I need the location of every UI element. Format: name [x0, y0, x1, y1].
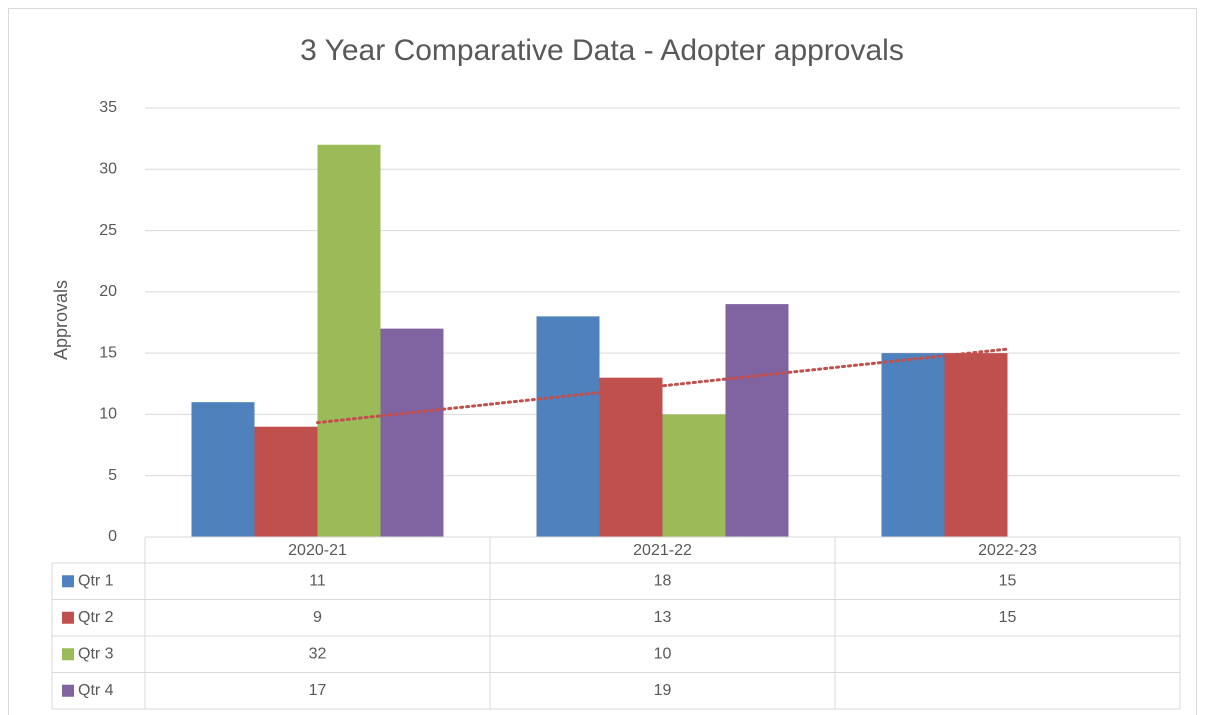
- chart-border: [8, 8, 1197, 715]
- y-tick-label: 0: [108, 528, 117, 545]
- legend-label: Qtr 1: [78, 572, 114, 589]
- legend-swatch: [62, 575, 74, 588]
- table-value: 32: [309, 645, 327, 662]
- y-tick-label: 5: [108, 467, 117, 484]
- legend-swatch: [62, 684, 74, 697]
- table-value: 18: [654, 572, 672, 589]
- table-value: 10: [654, 645, 672, 662]
- table-value: 9: [313, 609, 322, 626]
- legend-label: Qtr 3: [78, 645, 114, 662]
- y-tick-label: 25: [99, 222, 117, 239]
- legend-label: Qtr 4: [78, 682, 114, 699]
- x-tick-label: 2022-23: [978, 542, 1037, 559]
- table-value: 15: [999, 609, 1017, 626]
- y-tick-label: 10: [99, 406, 117, 423]
- table-value: 11: [309, 572, 326, 589]
- x-tick-label: 2020-21: [288, 542, 347, 559]
- legend-swatch: [62, 611, 74, 624]
- table-value: 15: [999, 572, 1017, 589]
- table-value: 19: [654, 682, 672, 699]
- bar: [662, 414, 726, 537]
- y-tick-label: 15: [99, 344, 117, 361]
- bar: [725, 304, 789, 537]
- bar: [380, 328, 444, 537]
- bar: [536, 316, 600, 537]
- y-axis-title: Approvals: [51, 280, 71, 360]
- y-tick-label: 35: [99, 99, 117, 116]
- x-tick-label: 2021-22: [633, 542, 692, 559]
- y-tick-label: 30: [99, 161, 117, 178]
- legend-label: Qtr 2: [78, 609, 114, 626]
- bar: [881, 353, 945, 537]
- y-tick-label: 20: [99, 283, 117, 300]
- legend-swatch: [62, 648, 74, 661]
- bar: [317, 144, 381, 537]
- table-value: 13: [654, 609, 672, 626]
- chart-title: 3 Year Comparative Data - Adopter approv…: [300, 34, 904, 67]
- bar: [191, 402, 255, 537]
- table-value: 17: [309, 682, 327, 699]
- trendline: [316, 347, 1009, 425]
- bar: [254, 426, 318, 537]
- bar: [944, 353, 1008, 537]
- bar: [599, 377, 663, 537]
